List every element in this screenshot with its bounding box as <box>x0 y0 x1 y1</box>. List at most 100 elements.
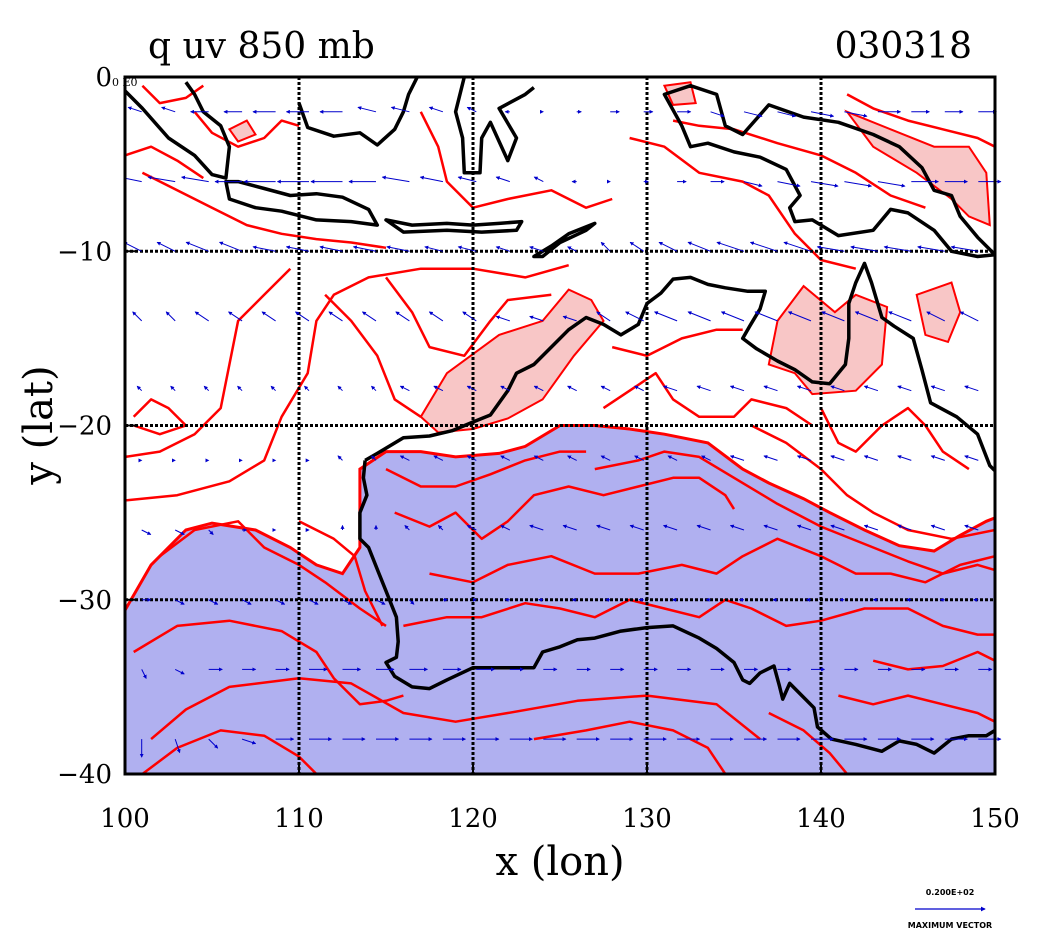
wind-vector <box>390 106 410 113</box>
wind-vector <box>596 311 611 322</box>
wind-vector <box>294 311 310 322</box>
wind-vector <box>653 311 678 322</box>
wind-vector <box>629 524 644 531</box>
contour-8 <box>385 450 587 488</box>
wind-vector <box>888 311 912 322</box>
wind-vector <box>810 181 839 188</box>
wind-vector <box>950 245 979 252</box>
wind-vector <box>462 311 477 322</box>
x-tick-label: 130 <box>622 804 672 834</box>
wind-vector <box>625 311 644 322</box>
wind-vector <box>466 385 477 392</box>
wind-vector <box>404 525 410 531</box>
wind-vector <box>529 524 544 531</box>
contour-low-boundary <box>125 424 995 774</box>
wind-vector <box>466 106 477 113</box>
wind-vector <box>596 524 611 531</box>
wind-vector <box>729 385 745 392</box>
wind-vector <box>777 111 797 118</box>
wind-vector <box>634 455 644 461</box>
wind-vector <box>830 385 845 392</box>
wind-vector <box>170 385 176 392</box>
coast-new-guinea <box>662 83 995 259</box>
wind-vector <box>600 455 611 461</box>
contour-12 <box>533 720 727 774</box>
coast-timor <box>532 221 597 259</box>
coast-sumatra <box>125 81 232 180</box>
wind-vector <box>399 385 410 392</box>
wind-vector <box>567 455 577 461</box>
x-tick-label: 110 <box>274 804 324 834</box>
wind-vector <box>409 599 415 605</box>
contour-14 <box>872 650 995 671</box>
wind-vector <box>495 176 510 183</box>
contour-11 <box>403 598 995 636</box>
wind-vector <box>466 455 477 461</box>
wind-vector <box>285 245 310 252</box>
contour-20 <box>611 328 743 358</box>
wind-vector <box>357 106 377 113</box>
wind-vector <box>132 311 143 322</box>
contour-27 <box>629 136 857 270</box>
wind-vector <box>174 738 181 754</box>
wind-vector <box>629 241 644 252</box>
wind-vector <box>208 738 219 749</box>
wind-vector <box>763 524 778 531</box>
wind-vector <box>787 311 812 322</box>
wind-vector <box>830 524 845 531</box>
wind-vector <box>500 455 511 461</box>
wind-vector <box>304 385 310 392</box>
wind-vector <box>754 311 778 322</box>
wind-vector <box>863 524 879 531</box>
x-tick-label: 100 <box>100 804 150 834</box>
wind-vector <box>964 524 979 531</box>
wind-vector <box>342 599 353 605</box>
wind-vector <box>194 311 209 322</box>
wind-vector <box>352 245 377 252</box>
x-ticks: 100 110 120 130 140 150 <box>100 762 1020 834</box>
wind-vector <box>863 455 879 461</box>
wind-vector <box>185 241 209 252</box>
contour-24 <box>141 171 387 250</box>
wind-vector <box>529 245 544 252</box>
wind-vector <box>261 311 276 322</box>
wind-vector <box>562 524 577 531</box>
wind-vectors-overflow <box>978 109 1002 742</box>
wind-vector <box>567 246 577 252</box>
wind-vector <box>716 241 745 252</box>
wind-vector <box>796 455 812 461</box>
wind-vector <box>275 599 286 605</box>
wind-vector <box>466 525 477 531</box>
wind-vector <box>696 385 711 392</box>
x-tick-label: 120 <box>448 804 498 834</box>
wind-vector <box>228 311 243 322</box>
coast-australia <box>364 261 995 473</box>
wind-vector <box>844 181 873 188</box>
contour-23 <box>193 111 300 148</box>
y-tick-label: −20 <box>57 412 112 442</box>
wind-vector <box>337 455 343 461</box>
wind-vectors <box>125 106 993 758</box>
wind-vector <box>863 385 879 392</box>
y-tick-label: −30 <box>57 586 112 616</box>
vector-legend: 0.200E+02 MAXIMUM VECTOR <box>908 888 992 930</box>
contour-15 <box>838 694 995 723</box>
wind-vector <box>371 455 377 461</box>
wind-vector <box>371 385 377 392</box>
contour-17 <box>750 424 995 541</box>
coast-tasmania <box>903 786 966 837</box>
x-axis-label: x (lon) <box>495 839 624 885</box>
wind-vector <box>203 385 210 392</box>
wind-vector <box>381 175 410 183</box>
wind-vector <box>926 311 946 322</box>
wind-vector <box>495 315 510 322</box>
y-axis-label: y (lat) <box>16 365 62 485</box>
wind-vector <box>763 455 778 461</box>
wind-vector <box>830 455 845 461</box>
shade-high-region-2 <box>915 281 962 344</box>
contour-7 <box>141 729 318 774</box>
wind-vector <box>883 245 912 252</box>
title-right: 030318 <box>835 26 972 67</box>
wind-vector <box>897 385 912 392</box>
wind-vector <box>208 599 219 605</box>
